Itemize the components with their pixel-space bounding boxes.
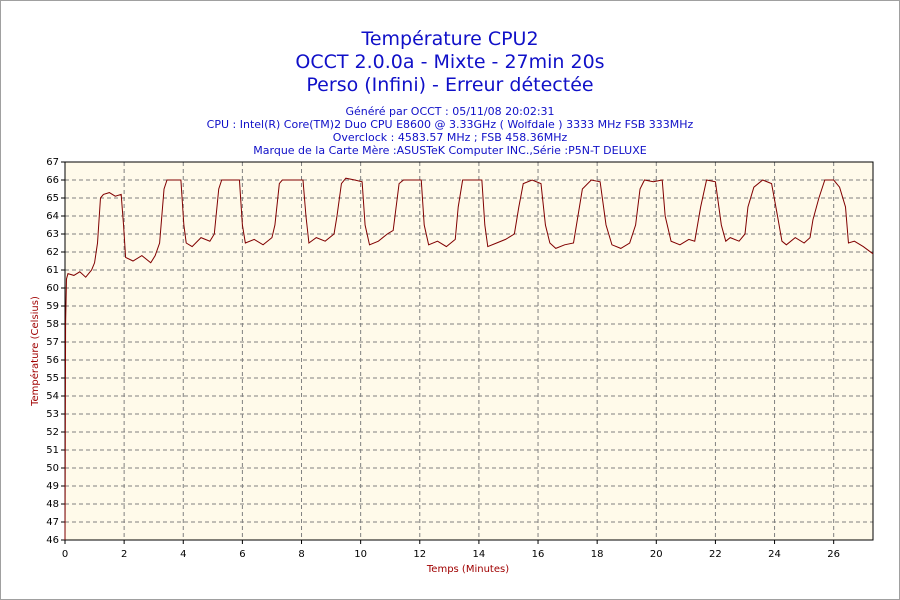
y-tick-label: 56 — [46, 355, 59, 366]
x-tick-label: 12 — [413, 549, 426, 560]
x-tick-label: 16 — [532, 549, 545, 560]
y-tick-label: 48 — [46, 499, 59, 510]
info-line: Overclock : 4583.57 MHz ; FSB 458.36MHz — [333, 131, 568, 144]
info-line: Marque de la Carte Mère :ASUSTeK Compute… — [253, 144, 646, 157]
y-tick-label: 61 — [46, 265, 59, 276]
x-tick-label: 2 — [121, 549, 127, 560]
y-tick-label: 66 — [46, 175, 59, 186]
data-line — [64, 177, 874, 541]
plot-border — [64, 161, 874, 541]
x-tick-label: 22 — [709, 549, 722, 560]
info-line: CPU : Intel(R) Core(TM)2 Duo CPU E8600 @… — [207, 118, 694, 131]
y-tick-label: 57 — [46, 337, 59, 348]
chart-subtitle: OCCT 2.0.0a - Mixte - 27min 20s — [295, 51, 604, 73]
chart-title: Température CPU2 — [360, 28, 538, 50]
y-tick-label: 59 — [46, 301, 59, 312]
x-tick-label: 20 — [650, 549, 663, 560]
x-tick-label: 8 — [298, 549, 304, 560]
x-tick-label: 26 — [827, 549, 840, 560]
plot-area — [65, 162, 873, 540]
x-tick-label: 4 — [180, 549, 186, 560]
x-tick-label: 14 — [473, 549, 486, 560]
y-tick-label: 65 — [46, 193, 59, 204]
x-tick-label: 18 — [591, 549, 604, 560]
y-tick-label: 49 — [46, 481, 59, 492]
y-tick-label: 50 — [46, 463, 59, 474]
y-axis-label: Température (Celsius) — [29, 296, 41, 407]
info-line: Généré par OCCT : 05/11/08 20:02:31 — [345, 105, 554, 118]
y-tick-label: 62 — [46, 247, 59, 258]
x-tick-label: 6 — [239, 549, 245, 560]
x-tick-label: 24 — [768, 549, 781, 560]
y-tick-label: 47 — [46, 517, 59, 528]
y-tick-label: 55 — [46, 373, 59, 384]
chart-subtitle: Perso (Infini) - Erreur détectée — [306, 74, 593, 96]
y-tick-label: 46 — [46, 535, 59, 546]
y-tick-label: 51 — [46, 445, 59, 456]
y-tick-label: 63 — [46, 229, 59, 240]
x-axis-label: Temps (Minutes) — [426, 564, 509, 575]
y-tick-label: 60 — [46, 283, 59, 294]
y-tick-label: 54 — [46, 391, 59, 402]
y-tick-label: 58 — [46, 319, 59, 330]
x-tick-label: 0 — [62, 549, 68, 560]
y-tick-label: 64 — [46, 211, 59, 222]
y-tick-label: 52 — [46, 427, 59, 438]
y-tick-label: 53 — [46, 409, 59, 420]
x-tick-label: 10 — [354, 549, 367, 560]
y-tick-label: 67 — [46, 157, 59, 168]
